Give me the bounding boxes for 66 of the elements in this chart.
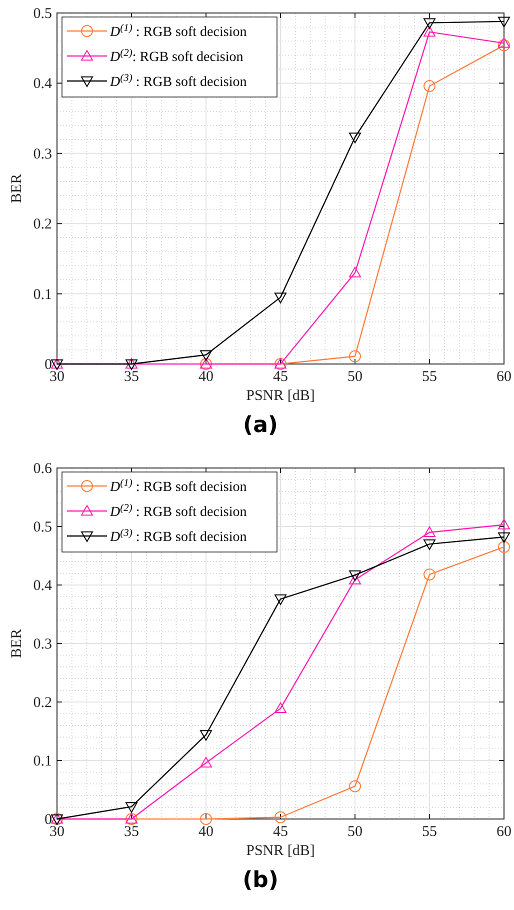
legend-label: D$^{(1)}$ : RGB soft decision bbox=[109, 22, 247, 40]
legend-label: D$^{(2)}$: RGB soft decision bbox=[109, 48, 244, 65]
y-tick-label: 0.3 bbox=[33, 146, 52, 162]
x-tick-label: 45 bbox=[273, 824, 288, 840]
point bbox=[200, 350, 212, 361]
point bbox=[498, 518, 510, 530]
point bbox=[126, 802, 138, 813]
y-tick-label: 0.5 bbox=[33, 6, 52, 22]
x-tick-label: 60 bbox=[496, 824, 512, 840]
point bbox=[274, 702, 286, 714]
point bbox=[349, 570, 361, 582]
x-tick-label: 40 bbox=[198, 369, 214, 385]
x-tick-label: 35 bbox=[124, 369, 139, 385]
point bbox=[274, 292, 286, 304]
x-axis-title: PSNR [dB] bbox=[246, 388, 315, 404]
point bbox=[498, 540, 510, 553]
legend-label: D$^{(1)}$ : RGB soft decision bbox=[109, 478, 247, 495]
point bbox=[349, 132, 361, 144]
point bbox=[274, 811, 286, 824]
point bbox=[200, 756, 212, 768]
x-tick-label: 45 bbox=[273, 369, 288, 385]
point bbox=[424, 526, 436, 537]
y-tick-label: 0 bbox=[44, 357, 52, 373]
y-axis-title: BER bbox=[9, 628, 25, 658]
y-tick-label: 0.4 bbox=[33, 578, 52, 594]
x-tick-label: 30 bbox=[50, 824, 64, 840]
point bbox=[424, 539, 436, 550]
x-tick-label: 55 bbox=[422, 369, 437, 385]
legend-label: D$^{(2)}$ : RGB soft decision bbox=[109, 502, 247, 520]
legend-label: D$^{(3)}$ : RGB soft decision bbox=[109, 72, 247, 90]
x-tick-label: 40 bbox=[198, 824, 214, 840]
point bbox=[349, 780, 361, 792]
y-axis-title: BER bbox=[9, 174, 25, 204]
point bbox=[498, 39, 510, 52]
point bbox=[274, 594, 286, 606]
point bbox=[498, 16, 510, 28]
point bbox=[424, 80, 436, 92]
text: (a) bbox=[243, 413, 278, 438]
y-tick-label: 0.2 bbox=[33, 695, 52, 711]
y-tick-label: 0.3 bbox=[33, 636, 52, 652]
x-axis-title: PSNR [dB] bbox=[246, 843, 315, 859]
y-tick-label: 0.6 bbox=[33, 461, 52, 477]
x-tick-label: 50 bbox=[348, 369, 362, 385]
x-tick-label: 35 bbox=[124, 824, 139, 840]
point bbox=[349, 350, 361, 362]
y-tick-label: 0 bbox=[44, 812, 52, 828]
y-tick-label: 0.2 bbox=[33, 216, 52, 233]
point bbox=[200, 813, 212, 825]
point bbox=[498, 532, 510, 544]
x-tick-label: 50 bbox=[348, 824, 362, 840]
y-tick-label: 0.1 bbox=[33, 286, 52, 303]
y-tick-label: 0.4 bbox=[33, 76, 52, 92]
y-tick-label: 0.1 bbox=[33, 754, 52, 770]
point bbox=[424, 26, 436, 37]
x-tick-label: 30 bbox=[50, 369, 64, 385]
x-tick-label: 55 bbox=[422, 824, 437, 840]
point bbox=[200, 730, 212, 741]
point bbox=[424, 18, 436, 29]
point bbox=[424, 568, 436, 580]
point bbox=[349, 574, 361, 584]
y-tick-label: 0.5 bbox=[33, 520, 52, 536]
point bbox=[349, 266, 361, 278]
x-tick-label: 60 bbox=[496, 369, 512, 385]
point bbox=[498, 37, 510, 48]
text: (b) bbox=[242, 868, 278, 893]
legend-label: D$^{(3)}$ : RGB soft decision bbox=[109, 528, 247, 545]
